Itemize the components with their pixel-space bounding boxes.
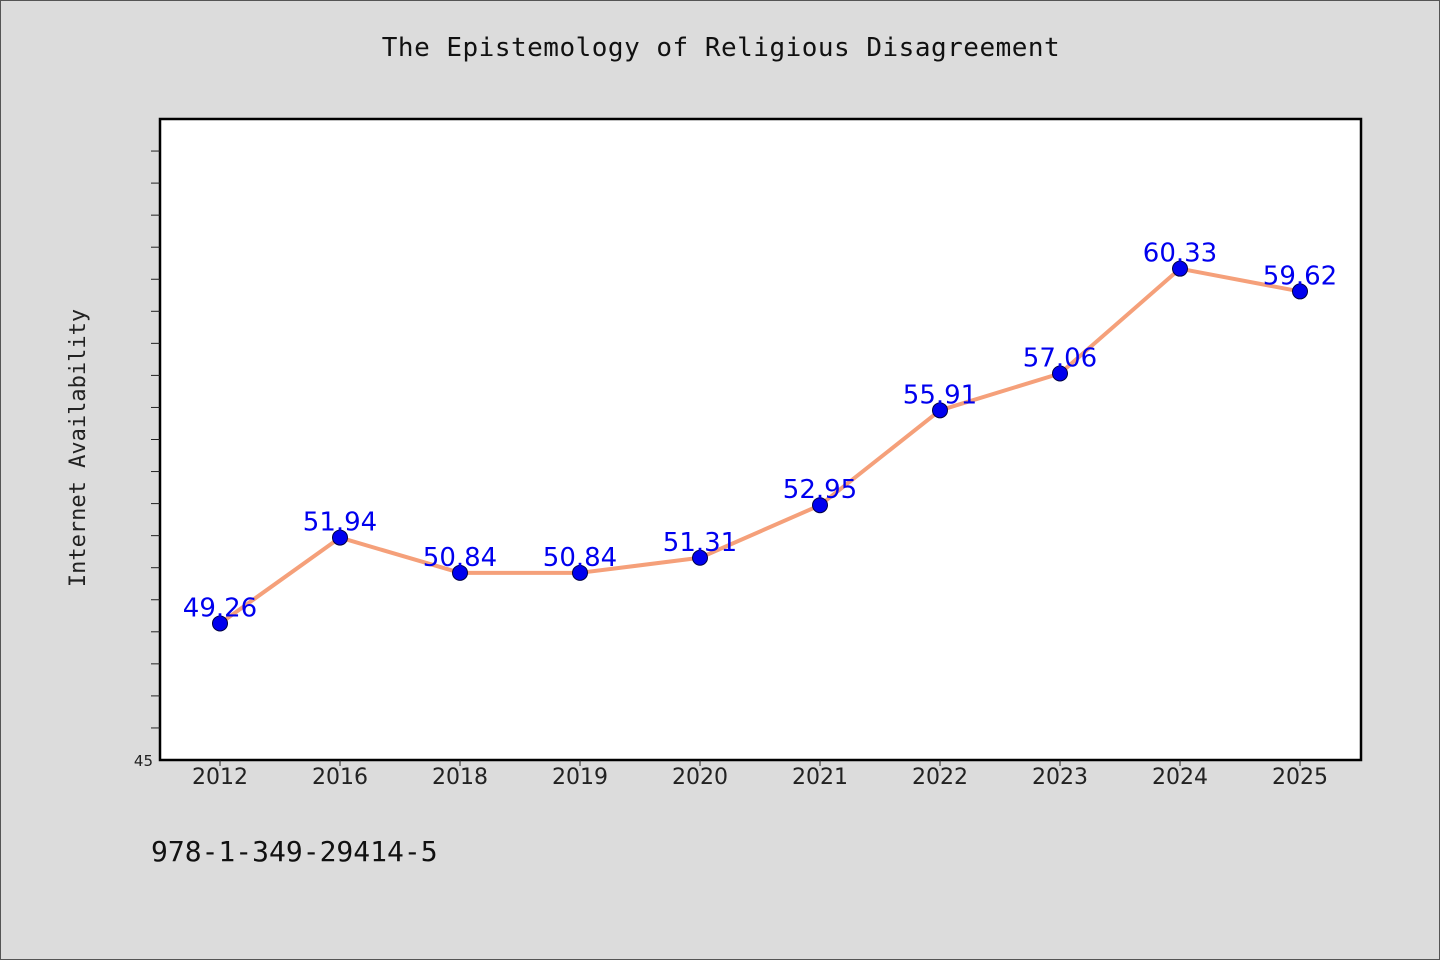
x-tick-label: 2021 [792, 765, 848, 790]
x-axis-ticks: 2012 2016 2018 2019 2020 2021 2022 2023 2024 2025 [192, 760, 1328, 790]
data-point [812, 497, 828, 514]
x-tick-label: 2022 [912, 765, 968, 790]
x-tick-label: 2012 [192, 765, 248, 790]
footer-code: 978-1-349-29414-5 [151, 835, 438, 868]
data-point [1052, 365, 1068, 382]
data-label: 51.94 [303, 508, 377, 538]
data-label: 50.84 [543, 543, 617, 573]
data-point [452, 564, 468, 581]
x-tick-label: 2018 [432, 765, 488, 790]
data-label: 51.31 [663, 528, 737, 558]
x-tick-label: 2016 [312, 765, 368, 790]
x-tick-label: 2023 [1032, 765, 1088, 790]
x-tick-label: 2019 [552, 765, 608, 790]
y-axis-ticks [151, 150, 160, 729]
x-tick-label: 2020 [672, 765, 728, 790]
plot-area [158, 117, 1363, 762]
data-point [572, 564, 588, 581]
y-axis-label: Internet Availability [66, 309, 91, 587]
x-tick-label: 2024 [1152, 765, 1208, 790]
chart-title: The Epistemology of Religious Disagreeme… [381, 33, 1061, 63]
series-line [218, 266, 1301, 626]
series-layer: 49.26 51.94 50.84 50.84 51.31 52.95 55.91 57.06… [183, 239, 1337, 632]
data-point [1172, 260, 1188, 277]
data-label: 59.62 [1263, 261, 1337, 291]
data-point [332, 529, 348, 546]
data-point [1292, 283, 1308, 300]
data-label: 60.33 [1143, 239, 1217, 269]
data-label: 57.06 [1023, 343, 1097, 373]
y-tick-label: 45 [134, 752, 153, 770]
data-label: 49.26 [183, 593, 257, 623]
data-label: 55.91 [903, 380, 977, 410]
data-label: 50.84 [423, 543, 497, 573]
data-point [212, 615, 228, 632]
x-tick-label: 2025 [1272, 765, 1328, 790]
data-point [932, 402, 948, 419]
data-point [692, 549, 708, 566]
data-label: 52.95 [783, 475, 857, 505]
